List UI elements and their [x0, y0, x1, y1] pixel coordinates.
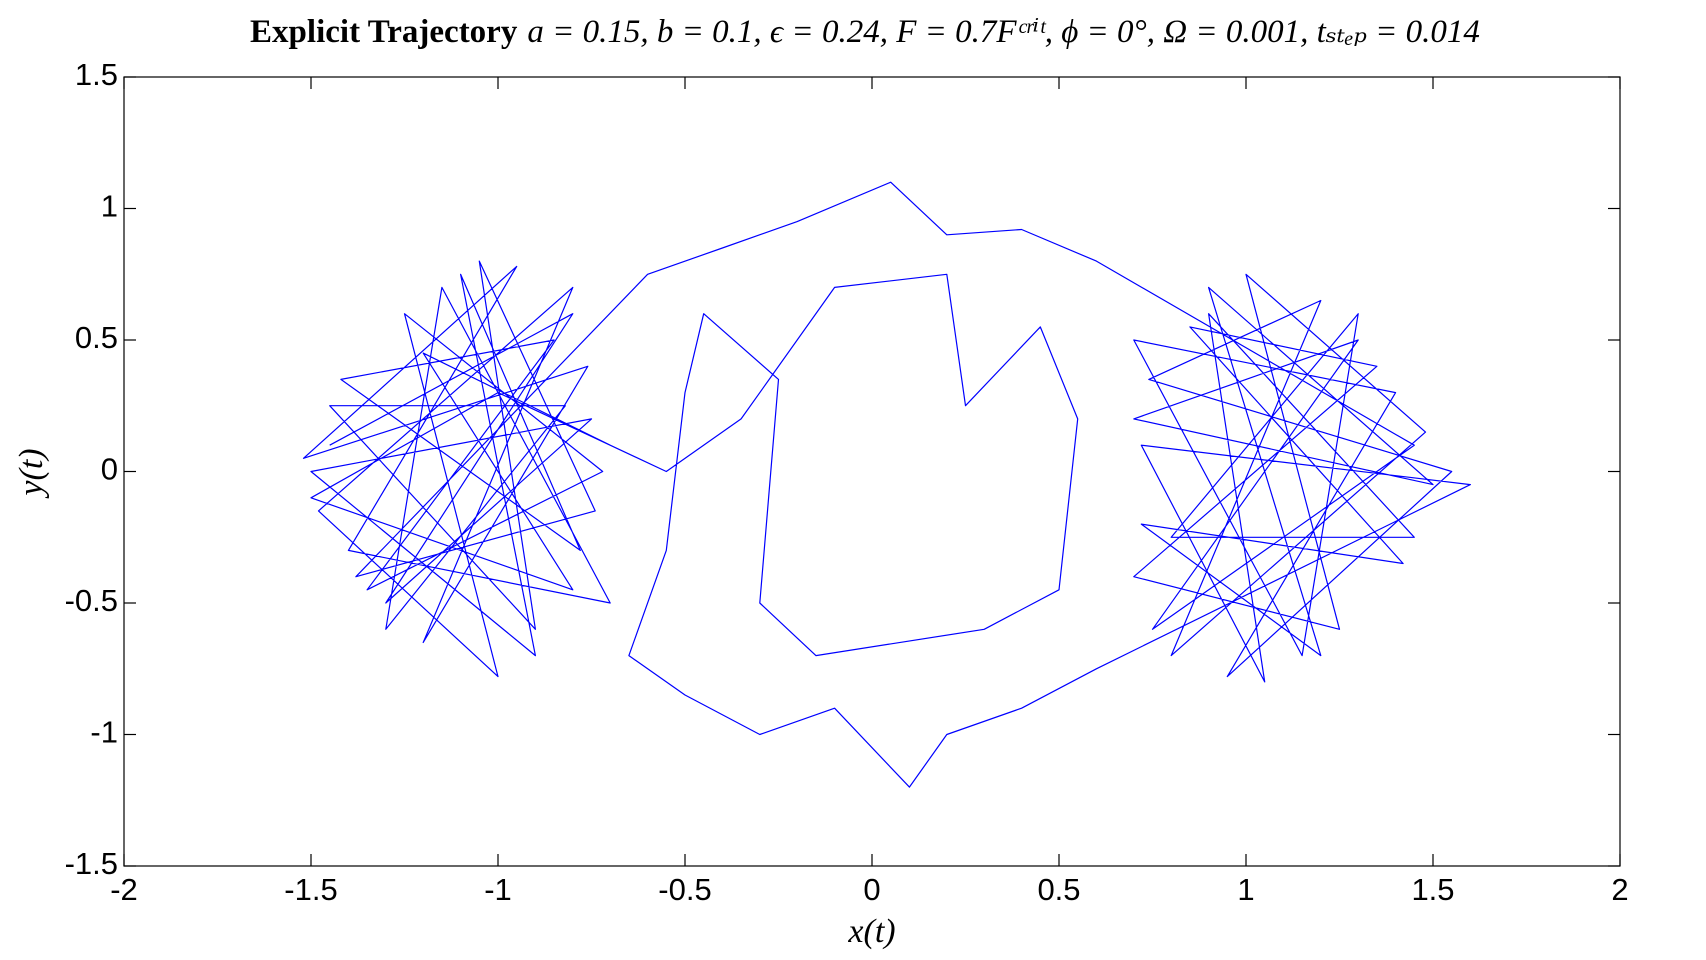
x-tick-label: 0.5: [1037, 872, 1080, 907]
chart-subtitle: a = 0.15, b = 0.1, ϵ = 0.24, F = 0.7Fᶜʳⁱ…: [527, 14, 1480, 50]
y-tick-label: 1.5: [75, 57, 118, 92]
y-tick-label: -1: [90, 715, 118, 750]
chart-title-group: Explicit Trajectory a = 0.15, b = 0.1, ϵ …: [250, 14, 1480, 50]
y-tick-label: 0.5: [75, 320, 118, 355]
y-tick-label: 0: [101, 452, 118, 487]
x-tick-label: 1.5: [1411, 872, 1454, 907]
x-tick-label: 1: [1237, 872, 1254, 907]
x-tick-label: 0: [863, 872, 880, 907]
y-axis-label: y(t): [13, 448, 50, 498]
y-tick-label: 1: [101, 189, 118, 224]
x-tick-label: -2: [110, 872, 138, 907]
x-tick-label: -1.5: [284, 872, 337, 907]
x-tick-label: -1: [484, 872, 512, 907]
y-tick-label: -0.5: [65, 583, 118, 618]
chart-title: Explicit Trajectory: [250, 14, 518, 50]
trajectory-line: [302, 181, 1471, 788]
y-tick-label: -1.5: [65, 846, 118, 881]
x-tick-label: -0.5: [658, 872, 711, 907]
x-tick-label: 2: [1611, 872, 1628, 907]
x-axis-label: x(t): [847, 913, 895, 950]
